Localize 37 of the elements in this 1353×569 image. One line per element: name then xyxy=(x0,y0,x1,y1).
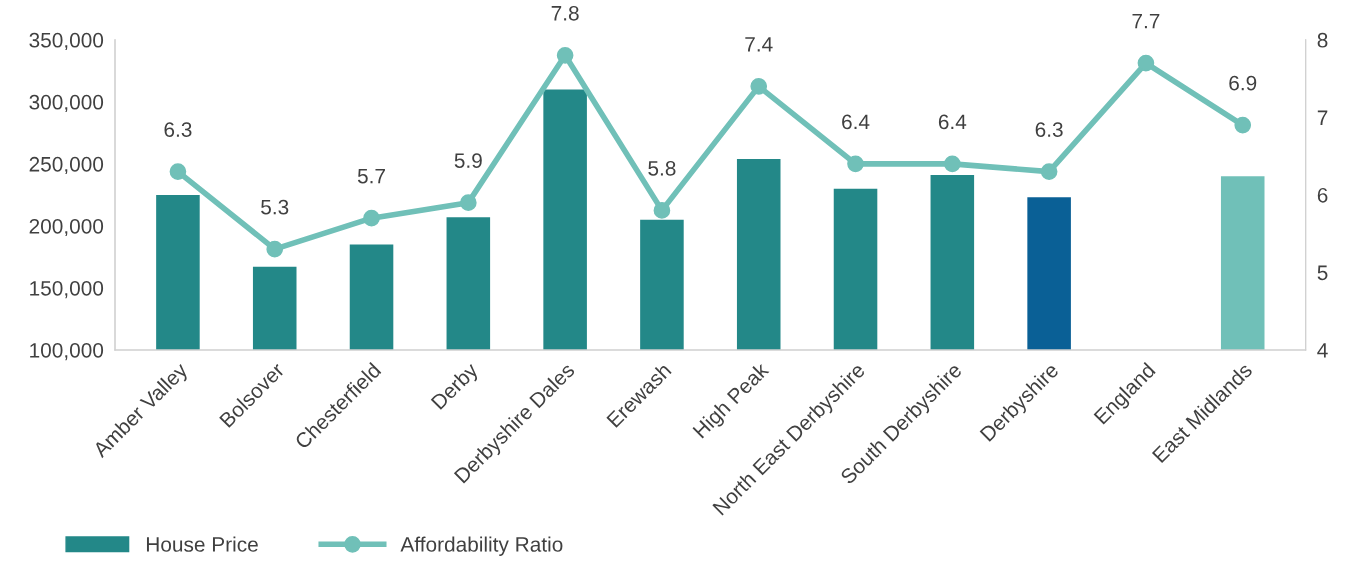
legend-label: Affordability Ratio xyxy=(400,536,563,556)
data-label: 6.4 xyxy=(842,114,870,130)
data-label: 6.3 xyxy=(1035,122,1063,137)
legend-label: House Price xyxy=(146,536,258,552)
point xyxy=(1234,116,1252,134)
data-label: 7.4 xyxy=(745,37,773,52)
point xyxy=(1040,163,1058,180)
point xyxy=(943,155,961,173)
point xyxy=(169,163,187,180)
data-label: 6.9 xyxy=(1229,75,1257,91)
y2-tick-label: 6 xyxy=(1317,187,1328,203)
point xyxy=(750,78,768,95)
point xyxy=(1137,54,1155,72)
y2-tick-label: 8 xyxy=(1317,32,1328,48)
data-label: 7.8 xyxy=(551,5,579,21)
y-tick-label: 250,000 xyxy=(29,156,104,175)
y2-tick-label: 7 xyxy=(1317,110,1328,125)
point xyxy=(556,47,574,64)
data-label: 6.3 xyxy=(164,122,192,137)
data-label: 5.8 xyxy=(648,160,676,176)
point xyxy=(653,202,671,219)
data-label: 6.4 xyxy=(938,114,967,130)
y-tick-label: 300,000 xyxy=(29,94,104,113)
point xyxy=(459,194,477,211)
point xyxy=(363,209,380,227)
y-tick-label: 200,000 xyxy=(29,218,104,237)
data-label: 5.3 xyxy=(261,199,289,215)
data-label: 5.7 xyxy=(357,168,385,184)
data-label: 5.9 xyxy=(454,153,482,168)
y-tick-label: 350,000 xyxy=(29,32,104,51)
y-tick-label: 150,000 xyxy=(30,280,104,299)
y2-tick-label: 5 xyxy=(1317,265,1328,281)
point xyxy=(847,155,864,173)
y2-tick-label: 4 xyxy=(1317,343,1328,358)
data-label: 7.7 xyxy=(1132,13,1160,29)
point xyxy=(266,240,284,258)
y-tick-label: 100,000 xyxy=(30,342,104,361)
